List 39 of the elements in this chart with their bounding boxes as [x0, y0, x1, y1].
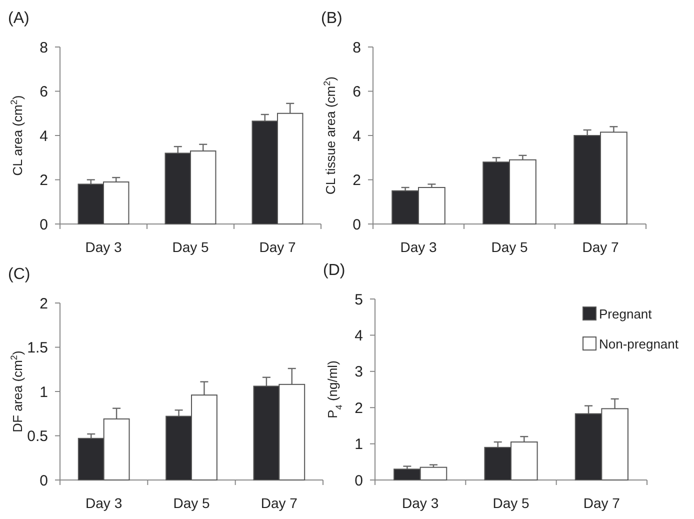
x-tick-label: Day 7 [260, 495, 298, 511]
y-tick-label: 2 [352, 172, 361, 189]
y-tick-label: 8 [40, 39, 48, 56]
y-tick-label: 3 [354, 364, 363, 381]
chart-title: (A) [8, 10, 30, 27]
y-tick-label: 4 [354, 327, 363, 344]
y-tick-label: 5 [354, 291, 363, 308]
chart-title: (C) [8, 266, 30, 283]
x-tick-label: Day 7 [582, 239, 619, 255]
y-tick-label: 4 [352, 128, 361, 145]
y-tick-label: 8 [352, 39, 361, 56]
y-tick-label: 1.5 [27, 340, 48, 356]
y-tick-label: 2 [40, 295, 48, 312]
y-tick-label: 0 [352, 216, 361, 234]
x-tick-label: Day 7 [583, 495, 620, 511]
y-tick-label: 6 [352, 84, 361, 100]
y-tick-label: 4 [40, 128, 48, 145]
legend-label: Non-pregnant [599, 336, 679, 352]
y-tick-label: 0 [354, 472, 363, 490]
x-tick-label: Day 5 [172, 239, 209, 255]
y-tick-label: 2 [354, 400, 363, 417]
y-tick-label: 0.5 [27, 428, 48, 445]
chart-title: (D) [323, 262, 346, 279]
x-tick-label: Day 7 [259, 239, 296, 255]
y-tick-label: 1 [40, 384, 48, 401]
x-tick-label: Day 5 [173, 495, 210, 511]
legend-label: Pregnant [599, 306, 652, 322]
x-tick-label: Day 5 [492, 495, 530, 511]
chart-title: (B) [321, 10, 342, 27]
x-tick-label: Day 3 [85, 239, 122, 255]
x-tick-label: Day 5 [491, 239, 528, 255]
y-tick-label: 0 [40, 216, 48, 234]
y-tick-label: 6 [40, 84, 48, 100]
x-tick-label: Day 3 [86, 495, 122, 511]
y-tick-label: 0 [40, 472, 48, 490]
x-tick-label: Day 3 [402, 495, 439, 511]
y-tick-label: 2 [40, 172, 48, 189]
x-tick-label: Day 3 [400, 239, 437, 255]
y-tick-label: 1 [354, 436, 363, 454]
